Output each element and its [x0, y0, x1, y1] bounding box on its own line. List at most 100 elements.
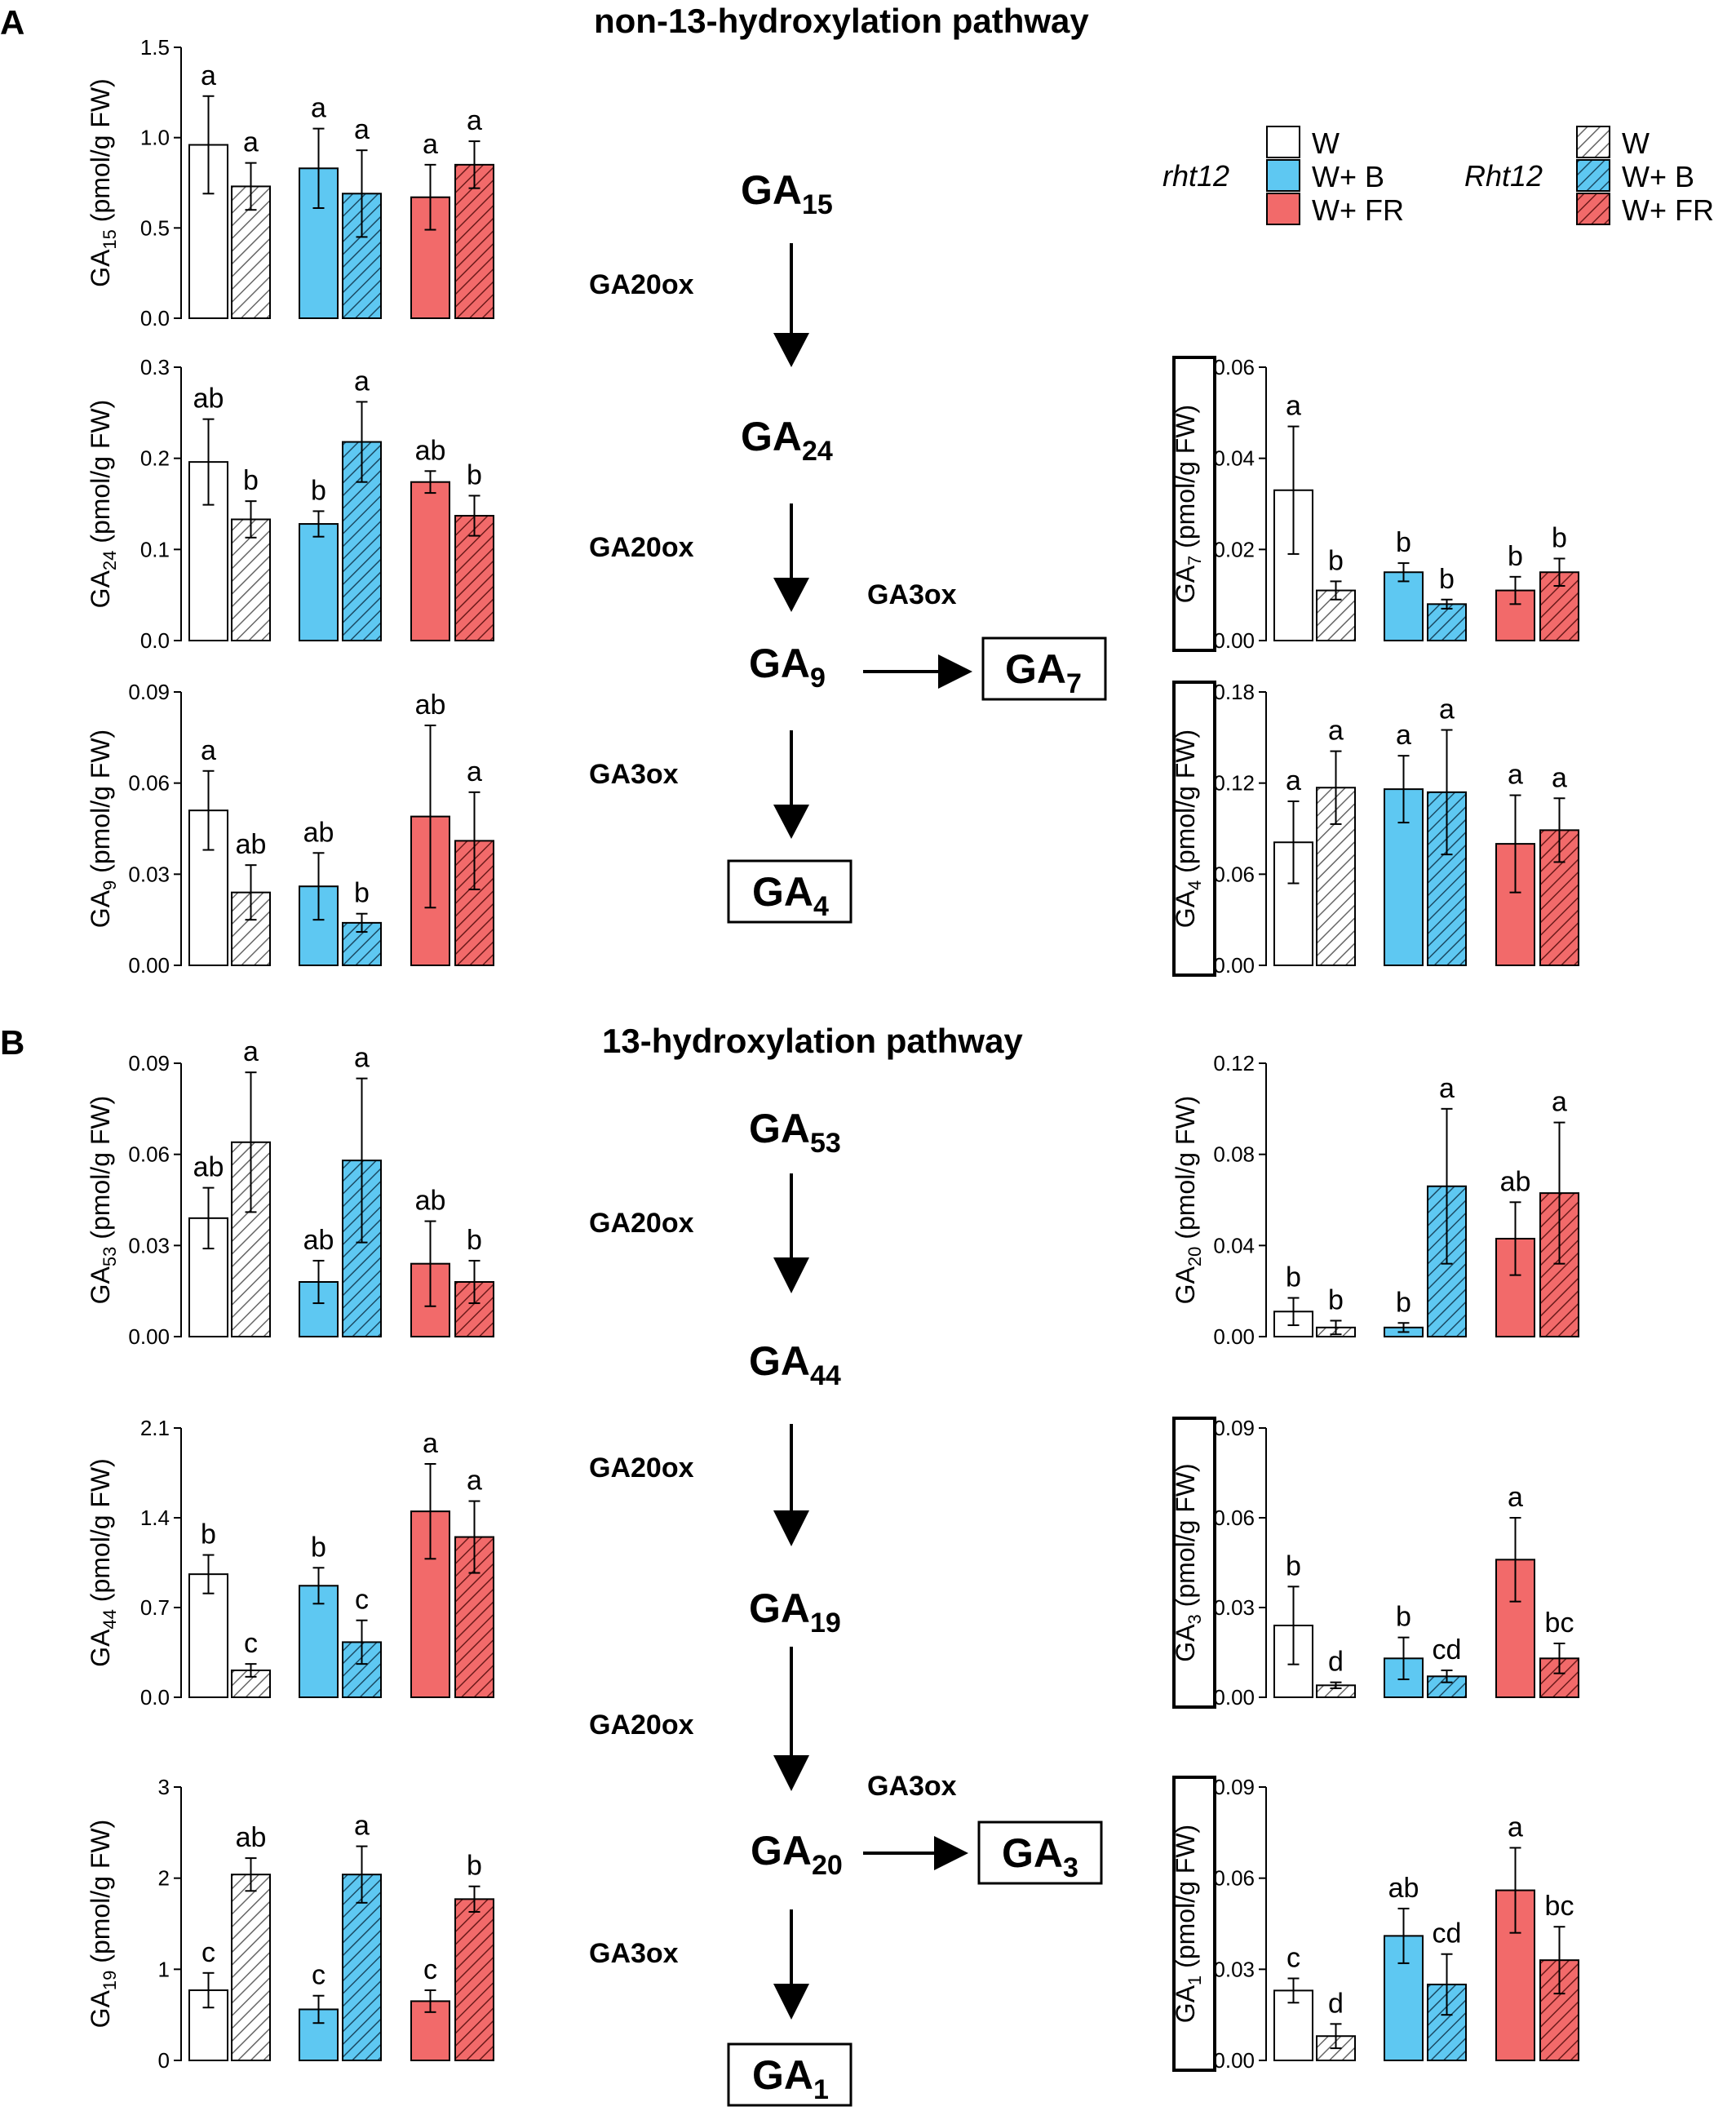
- significance-letter: c: [312, 1960, 326, 1991]
- significance-letter: b: [1396, 1287, 1411, 1318]
- significance-letter: b: [467, 1225, 482, 1256]
- arrowhead-ga53-ga44: [773, 1257, 809, 1293]
- significance-letter: a: [354, 366, 370, 397]
- y-tick-label: 0.0: [140, 306, 170, 330]
- legend-swatch-Rht12-wfr: [1576, 193, 1610, 225]
- significance-letter: a: [243, 127, 259, 158]
- y-tick-label: 0.08: [1213, 1142, 1255, 1167]
- y-axis-label: GA20 (pmol/g FW): [1171, 1096, 1205, 1305]
- node-ga15: GA15: [741, 167, 833, 220]
- significance-letter: ab: [236, 829, 267, 860]
- significance-letter: b: [1396, 1602, 1411, 1633]
- y-tick-label: 0.06: [1213, 355, 1255, 379]
- node-ga20: GA20: [751, 1828, 843, 1881]
- y-tick-label: 0.0: [140, 628, 170, 653]
- significance-letter: b: [1286, 1550, 1301, 1581]
- y-tick-label: 0.00: [1213, 1324, 1255, 1349]
- legend-swatch-Rht12-w: [1576, 126, 1610, 158]
- enzyme-label-a-1: GA20ox: [589, 269, 694, 300]
- significance-letter: bc: [1545, 1891, 1574, 1922]
- y-tick-label: 0.09: [128, 680, 170, 704]
- significance-letter: b: [354, 878, 370, 909]
- significance-letter: b: [467, 1851, 482, 1882]
- y-tick-label: 0.03: [1213, 1595, 1255, 1620]
- significance-letter: a: [423, 1428, 438, 1459]
- chart-ga19: 0 1 2 3 GA19 (pmol/g FW) c ab c a c b: [86, 1775, 494, 2073]
- significance-letter: ab: [303, 1225, 334, 1256]
- y-axis-label: GA4 (pmol/g FW): [1171, 730, 1205, 928]
- significance-letter: b: [1552, 523, 1567, 554]
- node-ga44: GA44: [749, 1338, 841, 1391]
- significance-letter: a: [1508, 1482, 1523, 1513]
- y-tick-label: 0.18: [1213, 680, 1255, 704]
- legend-group-rht12: rht12: [1162, 159, 1229, 193]
- significance-letter: a: [1286, 765, 1301, 796]
- node-ga4: GA4: [752, 869, 829, 922]
- node-ga1-box: [727, 2042, 852, 2107]
- node-ga3: GA3: [1002, 1830, 1078, 1883]
- y-tick-label: 0.00: [1213, 628, 1255, 653]
- y-axis-label: GA19 (pmol/g FW): [86, 1820, 120, 2029]
- significance-letter: a: [1508, 1812, 1523, 1843]
- significance-letter: ab: [415, 1186, 446, 1217]
- y-tick-label: 0.00: [1213, 953, 1255, 978]
- significance-letter: ab: [236, 1822, 267, 1853]
- y-axis-label-box: [1172, 1776, 1216, 2072]
- y-tick-label: 0.06: [128, 1142, 170, 1167]
- legend-label-wfr: W+ FR: [1312, 193, 1404, 227]
- y-tick-label: 0: [158, 2048, 170, 2073]
- y-tick-label: 1: [158, 1957, 170, 1981]
- bar-ga3-4: [1495, 1559, 1535, 1699]
- significance-letter: c: [355, 1585, 369, 1616]
- y-tick-label: 0.7: [140, 1595, 170, 1620]
- legend-label-w-2: W: [1622, 126, 1650, 160]
- significance-letter: b: [1286, 1262, 1301, 1293]
- significance-letter: a: [1328, 716, 1344, 747]
- significance-letter: a: [467, 1466, 482, 1497]
- legend-group-Rht12: Rht12: [1464, 159, 1543, 193]
- y-tick-label: 0.03: [128, 1233, 170, 1257]
- panel-title-b: 13-hydroxylation pathway: [602, 1022, 1023, 1060]
- significance-letter: c: [423, 1954, 437, 1985]
- y-axis-label: GA44 (pmol/g FW): [86, 1458, 120, 1667]
- arrowhead-ga15-ga24: [773, 333, 809, 367]
- y-tick-label: 2.1: [140, 1416, 170, 1440]
- significance-letter: a: [467, 756, 482, 787]
- bar-ga15-5: [454, 163, 494, 319]
- y-tick-label: 0.06: [1213, 1506, 1255, 1530]
- y-tick-label: 0.00: [128, 1324, 170, 1349]
- significance-letter: a: [354, 1043, 370, 1074]
- y-tick-label: 0.06: [1213, 862, 1255, 886]
- significance-letter: a: [467, 105, 482, 136]
- y-tick-label: 0.00: [1213, 2048, 1255, 2073]
- y-tick-label: 0.1: [140, 537, 170, 561]
- significance-letter: b: [311, 475, 326, 506]
- legend-swatch-rht12-wfr: [1266, 193, 1300, 225]
- y-axis-label: GA15 (pmol/g FW): [86, 78, 120, 287]
- significance-letter: b: [1439, 564, 1455, 595]
- significance-letter: c: [244, 1628, 258, 1659]
- node-ga3-box: [977, 1821, 1103, 1885]
- y-tick-label: 0.0: [140, 1685, 170, 1710]
- legend-label-wfr-2: W+ FR: [1622, 193, 1714, 227]
- y-axis-label: GA9 (pmol/g FW): [86, 730, 120, 928]
- significance-letter: a: [243, 1036, 259, 1067]
- y-tick-label: 0.02: [1213, 537, 1255, 561]
- enzyme-label-a-4: GA3ox: [589, 759, 679, 790]
- y-tick-label: 1.4: [140, 1506, 170, 1530]
- y-axis-label-box: [1172, 681, 1216, 977]
- bar-ga7-2: [1384, 571, 1424, 641]
- y-tick-label: 0.09: [128, 1051, 170, 1075]
- significance-letter: ab: [1500, 1166, 1531, 1197]
- significance-letter: ab: [303, 817, 334, 848]
- significance-letter: a: [201, 60, 216, 91]
- y-axis-label: GA53 (pmol/g FW): [86, 1096, 120, 1305]
- enzyme-label-a-2: GA20ox: [589, 532, 694, 563]
- legend-swatch-Rht12-wb: [1576, 159, 1610, 192]
- significance-letter: bc: [1545, 1608, 1574, 1639]
- bar-ga19-3: [342, 1874, 382, 2061]
- enzyme-label-b-3: GA20ox: [589, 1710, 694, 1741]
